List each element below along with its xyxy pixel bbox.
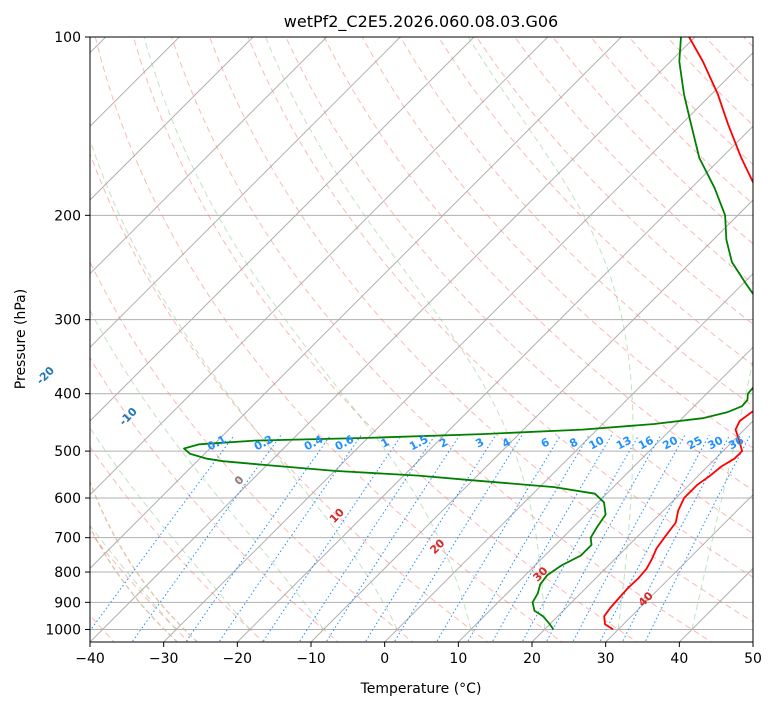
y-tick-label: 500 bbox=[54, 444, 81, 460]
x-tick-label: 10 bbox=[449, 651, 467, 667]
dewpoint-profile-line bbox=[183, 37, 753, 630]
chart-title: wetPf2_C2E5.2026.060.08.03.G06 bbox=[284, 12, 558, 32]
mixing-ratio-line bbox=[131, 434, 282, 642]
mixing-ratio-line bbox=[621, 434, 731, 642]
y-tick-label: 300 bbox=[54, 313, 81, 329]
y-tick-label: 1000 bbox=[45, 622, 81, 638]
moist-adiabat-line bbox=[90, 309, 324, 630]
mixing-ratio-label: 16 bbox=[636, 434, 656, 453]
mixing-ratio-line bbox=[218, 434, 362, 642]
isotherm-line bbox=[90, 37, 328, 275]
dry-adiabat-line bbox=[132, 37, 638, 642]
mixing-ratio-label: 36 bbox=[726, 434, 746, 453]
mixing-ratio-label: 20 bbox=[660, 434, 680, 453]
y-tick-label: 900 bbox=[54, 595, 81, 611]
dry-adiabat-line bbox=[323, 37, 753, 491]
dry-adiabat-line bbox=[514, 37, 753, 285]
x-tick-label: −40 bbox=[75, 651, 105, 667]
dry-adiabat-line bbox=[90, 152, 489, 642]
isotherm-line bbox=[90, 37, 549, 496]
dry-adiabat-line bbox=[90, 260, 414, 642]
temperature-profile-line bbox=[603, 37, 753, 631]
mixing-ratio-line bbox=[545, 434, 662, 642]
isotherm-line bbox=[383, 272, 753, 642]
isotherm-line bbox=[90, 37, 254, 201]
axes: −40 −30 −20 −10 0 10 20 30 40 50 100 200 300 400 500 60… bbox=[45, 30, 762, 667]
mixing-ratio-line bbox=[364, 434, 497, 642]
mixing-ratio-label: 25 bbox=[685, 434, 705, 453]
y-tick-label: 600 bbox=[54, 491, 81, 507]
moist-adiabat-line bbox=[691, 358, 753, 630]
dry-adiabat-label: -20 bbox=[34, 364, 57, 387]
mixing-ratio-line bbox=[466, 434, 590, 642]
y-tick-label: 700 bbox=[54, 531, 81, 547]
isotherm-line bbox=[236, 125, 753, 642]
moist-adiabat-line bbox=[90, 427, 251, 630]
x-tick-label: 30 bbox=[597, 651, 615, 667]
y-tick-label: 400 bbox=[54, 387, 81, 403]
x-tick-label: −30 bbox=[149, 651, 179, 667]
mixing-ratio-line bbox=[435, 434, 562, 642]
dry-adiabat-line bbox=[171, 37, 713, 642]
dry-adiabat-line bbox=[437, 37, 753, 366]
x-tick-label: 0 bbox=[380, 651, 389, 667]
y-tick-label: 100 bbox=[54, 30, 81, 46]
dry-adiabat-line bbox=[399, 37, 753, 407]
isotherm-line bbox=[90, 37, 402, 349]
x-tick-label: −10 bbox=[296, 651, 326, 667]
x-tick-label: 20 bbox=[523, 651, 541, 667]
dry-adiabat-line bbox=[285, 37, 753, 535]
background-lines bbox=[90, 37, 753, 642]
mixing-ratio-line bbox=[599, 434, 710, 642]
y-axis-title: Pressure (hPa) bbox=[13, 289, 29, 389]
dry-adiabat-line bbox=[247, 37, 753, 578]
isotherm-line bbox=[310, 199, 753, 642]
x-tick-label: −20 bbox=[223, 651, 253, 667]
plot-frame bbox=[89, 36, 754, 643]
isotherm-line bbox=[604, 493, 753, 642]
moist-adiabat-line bbox=[265, 37, 546, 630]
isotherm-line bbox=[90, 37, 696, 642]
isotherm-line bbox=[457, 346, 753, 642]
x-tick-label: 40 bbox=[670, 651, 688, 667]
mixing-ratio-label: 10 bbox=[587, 434, 607, 453]
dry-adiabat-line bbox=[90, 446, 265, 642]
moist-adiabat-line bbox=[467, 37, 634, 630]
plot-background bbox=[90, 37, 753, 642]
profile-lines bbox=[183, 37, 753, 631]
reference-curve bbox=[90, 480, 199, 642]
dry-adiabat-line bbox=[476, 37, 753, 325]
isotherm-line bbox=[90, 37, 181, 128]
moist-adiabat-line bbox=[90, 138, 398, 630]
mixing-ratio-line bbox=[491, 434, 613, 642]
moist-adiabat-line bbox=[90, 524, 177, 630]
dry-adiabat-line bbox=[90, 356, 339, 642]
x-axis-title: Temperature (°C) bbox=[360, 681, 482, 697]
mixing-ratio-line bbox=[521, 434, 640, 642]
dry-adiabat-line bbox=[209, 37, 753, 623]
mixing-ratio-label: 13 bbox=[614, 434, 634, 453]
y-tick-label: 200 bbox=[54, 208, 81, 224]
dry-adiabat-line bbox=[94, 37, 564, 642]
mixing-ratio-label: 30 bbox=[706, 434, 726, 453]
mixing-ratio-line bbox=[393, 434, 523, 642]
mixing-ratio-line bbox=[262, 434, 403, 642]
isotherm-line bbox=[90, 37, 623, 570]
x-tick-label: 50 bbox=[744, 651, 762, 667]
y-tick-label: 800 bbox=[54, 565, 81, 581]
mixing-ratio-line bbox=[572, 434, 686, 642]
mixing-ratio-line bbox=[298, 434, 436, 642]
dry-adiabat-line bbox=[361, 37, 753, 449]
isotherm-line bbox=[90, 37, 475, 422]
